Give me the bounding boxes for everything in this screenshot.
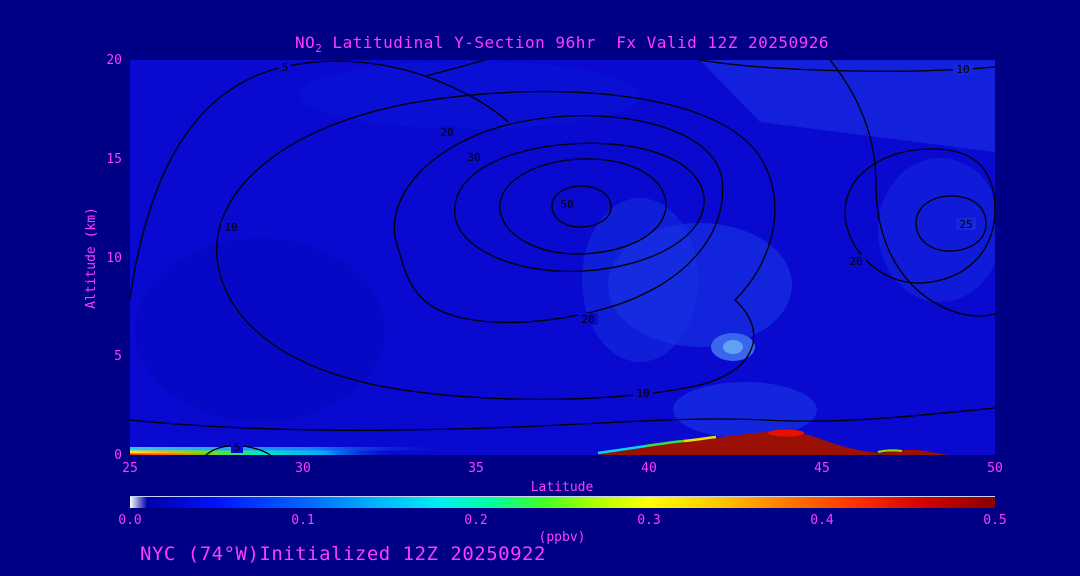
clabel-backing: [578, 313, 598, 325]
contour-label: 25: [959, 218, 972, 231]
colorbar-tick-0.5: 0.5: [983, 513, 1006, 528]
mound-fringe-yellow: [683, 435, 717, 443]
colorbar-tick-0.3: 0.3: [637, 513, 660, 528]
clabel-backing: [437, 126, 457, 138]
contour-label: 50: [560, 198, 573, 211]
y-axis-title: Altitude (km): [84, 207, 99, 309]
y-tick-20: 20: [106, 53, 122, 68]
mound-fringe-cyan: [597, 444, 647, 455]
contour-label: 10: [636, 387, 649, 400]
colorbar-tick-0.2: 0.2: [464, 513, 487, 528]
x-tick-30: 30: [295, 461, 311, 476]
surface-strip-red: [130, 453, 222, 455]
contour-label: 5: [282, 61, 289, 74]
clabel-backing: [956, 218, 976, 230]
colorbar: 0.0 0.1 0.2 0.3 0.4 0.5 (ppbv): [118, 496, 1007, 545]
mound-fringe-green: [645, 439, 685, 448]
contour-right-sweep: [829, 60, 995, 317]
x-tick-45: 45: [814, 461, 830, 476]
title-prefix: NO: [295, 33, 315, 52]
clabel-backing: [231, 441, 243, 453]
contour-40: [499, 158, 667, 255]
x-axis: 25 30 35 40 45 50 Latitude: [122, 461, 1003, 495]
surface-max-peak: [768, 429, 804, 437]
plot-area: 5 10 20 30 50 10 20 10 20 25 5: [130, 60, 995, 455]
y-axis: 20 15 10 5 0 Altitude (km): [84, 53, 122, 463]
contour-label: 10: [224, 221, 237, 234]
contour-5-topleft: [130, 60, 509, 299]
fill-patch-right-light: [878, 158, 995, 302]
contour-label: 20: [581, 313, 594, 326]
x-tick-40: 40: [641, 461, 657, 476]
surface-strip-cyan: [130, 447, 460, 451]
clabel-backing: [846, 255, 866, 267]
clabel-backing: [557, 198, 577, 210]
fill-patch-left-dark: [135, 238, 385, 422]
contour-label: 5: [234, 441, 241, 454]
contour-label: 20: [440, 126, 453, 139]
footer-run-info: NYC (74°W)Initialized 12Z 20250922: [140, 543, 546, 565]
chart-title: NO2 Latitudinal Y-Section 96hr Fx Valid …: [295, 33, 829, 55]
contour-10: [216, 90, 776, 401]
mound-fringe-small: [877, 449, 903, 453]
clabel-backing: [221, 221, 241, 233]
contour-50: [551, 185, 612, 228]
surface-strip-rainbow: [130, 450, 400, 455]
x-axis-title: Latitude: [531, 480, 594, 495]
colorbar-top-edge: [130, 496, 995, 497]
title-rest: Latitudinal Y-Section 96hr Fx Valid 12Z …: [322, 33, 829, 52]
y-tick-15: 15: [106, 152, 122, 167]
x-tick-35: 35: [468, 461, 484, 476]
clabel-backing: [464, 151, 484, 163]
fill-spot-light-inner: [723, 340, 743, 354]
contour-20: [393, 115, 724, 324]
contour-5-bottom: [130, 407, 995, 432]
title-subscript: 2: [315, 42, 322, 55]
clabel-backing: [953, 63, 973, 75]
y-tick-0: 0: [114, 448, 122, 463]
fill-patch-top-right: [700, 60, 995, 152]
contour-25-right: [915, 195, 987, 252]
colorbar-tick-0.0: 0.0: [118, 513, 141, 528]
contour-label: 20: [849, 255, 862, 268]
clabel-backing: [279, 61, 291, 73]
surface-max-mound: [598, 431, 950, 455]
contour-20-right: [844, 148, 995, 284]
contour-30: [454, 142, 705, 273]
x-tick-25: 25: [122, 461, 138, 476]
contour-label: 30: [467, 151, 480, 164]
contour-label: 10: [956, 63, 969, 76]
clabel-backing: [633, 387, 653, 399]
colorbar-units-label: (ppbv): [539, 530, 586, 545]
y-tick-5: 5: [114, 349, 122, 364]
colorbar-tick-0.4: 0.4: [810, 513, 834, 528]
colorbar-tick-0.1: 0.1: [291, 513, 314, 528]
fill-patch-above-mound: [673, 382, 817, 438]
y-tick-10: 10: [106, 251, 122, 266]
x-tick-50: 50: [987, 461, 1003, 476]
colorbar-gradient: [130, 497, 995, 508]
fill-patch-midright-light: [608, 223, 792, 347]
